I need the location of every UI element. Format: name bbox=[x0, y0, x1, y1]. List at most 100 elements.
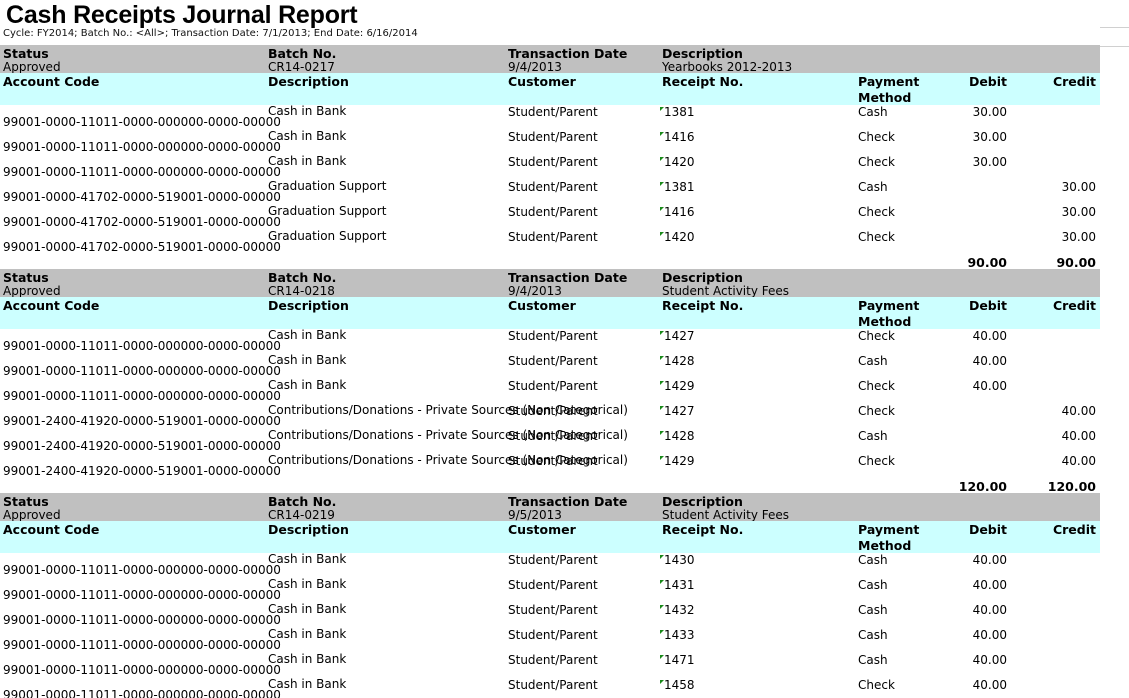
receipt-number: 1429 bbox=[664, 454, 695, 468]
line-description: Cash in Bank bbox=[268, 627, 347, 641]
receipt-number: 1427 bbox=[664, 329, 695, 343]
total-debit: 120.00 bbox=[958, 479, 1007, 494]
receipt-link[interactable]: 1433 bbox=[660, 628, 695, 642]
payment-method: Cash bbox=[858, 180, 888, 194]
description-label: Description bbox=[662, 46, 743, 61]
receipt-link[interactable]: 1416 bbox=[660, 130, 695, 144]
receipt-link[interactable]: 1381 bbox=[660, 105, 695, 119]
receipt-no[interactable]: 1420 bbox=[660, 155, 695, 169]
comment-flag-icon bbox=[660, 431, 664, 435]
receipt-link[interactable]: 1428 bbox=[660, 354, 695, 368]
line-description: Cash in Bank bbox=[268, 577, 347, 591]
description-label: Description bbox=[662, 270, 743, 285]
account-code: 99001-0000-11011-0000-000000-0000-00000 bbox=[3, 638, 281, 652]
account-code: 99001-0000-11011-0000-000000-0000-00000 bbox=[3, 389, 281, 403]
line-description: Cash in Bank bbox=[268, 328, 347, 342]
table-row: 99001-2400-41920-0000-519001-0000-00000 … bbox=[0, 404, 1100, 429]
receipt-number: 1429 bbox=[664, 379, 695, 393]
payment-method: Check bbox=[858, 230, 895, 244]
column-header-row: Account Code Description Customer Receip… bbox=[0, 521, 1100, 553]
col-payment-method: Payment Method bbox=[858, 522, 919, 554]
receipt-link[interactable]: 1431 bbox=[660, 578, 695, 592]
receipt-no[interactable]: 1427 bbox=[660, 329, 695, 343]
batch-header: Status Approved Batch No. CR14-0218 Tran… bbox=[0, 269, 1100, 298]
col-payment-method-line2: Method bbox=[858, 538, 912, 553]
account-code: 99001-0000-11011-0000-000000-0000-00000 bbox=[3, 364, 281, 378]
receipt-no[interactable]: 1458 bbox=[660, 678, 695, 692]
account-code: 99001-0000-11011-0000-000000-0000-00000 bbox=[3, 339, 281, 353]
receipt-no[interactable]: 1471 bbox=[660, 653, 695, 667]
receipt-no[interactable]: 1420 bbox=[660, 230, 695, 244]
batch-no-value: CR14-0219 bbox=[268, 508, 335, 522]
receipt-link[interactable]: 1458 bbox=[660, 678, 695, 692]
receipt-link[interactable]: 1430 bbox=[660, 553, 695, 567]
receipt-number: 1431 bbox=[664, 578, 695, 592]
col-payment-method-line1: Payment bbox=[858, 74, 920, 89]
account-code: 99001-0000-11011-0000-000000-0000-00000 bbox=[3, 588, 281, 602]
batch-no-value: CR14-0217 bbox=[268, 60, 335, 74]
receipt-no[interactable]: 1416 bbox=[660, 130, 695, 144]
transaction-date-label: Transaction Date bbox=[508, 494, 628, 509]
customer: Student/Parent bbox=[508, 205, 598, 219]
receipt-no[interactable]: 1432 bbox=[660, 603, 695, 617]
transaction-date-value: 9/4/2013 bbox=[508, 60, 562, 74]
receipt-no[interactable]: 1433 bbox=[660, 628, 695, 642]
comment-flag-icon bbox=[660, 132, 664, 136]
line-description: Graduation Support bbox=[268, 179, 387, 193]
receipt-no[interactable]: 1429 bbox=[660, 379, 695, 393]
credit-amount: 40.00 bbox=[1061, 454, 1096, 468]
receipt-link[interactable]: 1429 bbox=[660, 379, 695, 393]
divider bbox=[1100, 27, 1129, 28]
col-debit: Debit bbox=[968, 522, 1007, 537]
receipt-link[interactable]: 1428 bbox=[660, 429, 695, 443]
status-label: Status bbox=[3, 46, 49, 61]
batch-header: Status Approved Batch No. CR14-0219 Tran… bbox=[0, 493, 1100, 522]
receipt-link[interactable]: 1471 bbox=[660, 653, 695, 667]
line-description: Cash in Bank bbox=[268, 552, 347, 566]
transaction-date-label: Transaction Date bbox=[508, 46, 628, 61]
receipt-no[interactable]: 1431 bbox=[660, 578, 695, 592]
receipt-number: 1432 bbox=[664, 603, 695, 617]
account-code: 99001-0000-11011-0000-000000-0000-00000 bbox=[3, 140, 281, 154]
customer: Student/Parent bbox=[508, 553, 598, 567]
receipt-number: 1416 bbox=[664, 130, 695, 144]
receipt-number: 1420 bbox=[664, 230, 695, 244]
account-code: 99001-0000-41702-0000-519001-0000-00000 bbox=[3, 215, 281, 229]
payment-method: Check bbox=[858, 454, 895, 468]
receipt-link[interactable]: 1427 bbox=[660, 329, 695, 343]
receipt-no[interactable]: 1427 bbox=[660, 404, 695, 418]
batch-no-value: CR14-0218 bbox=[268, 284, 335, 298]
col-debit: Debit bbox=[968, 298, 1007, 313]
payment-method: Cash bbox=[858, 429, 888, 443]
receipt-no[interactable]: 1381 bbox=[660, 105, 695, 119]
account-code: 99001-0000-11011-0000-000000-0000-00000 bbox=[3, 563, 281, 577]
receipt-link[interactable]: 1420 bbox=[660, 230, 695, 244]
customer: Student/Parent bbox=[508, 180, 598, 194]
debit-amount: 30.00 bbox=[972, 155, 1007, 169]
comment-flag-icon bbox=[660, 107, 664, 111]
payment-method: Check bbox=[858, 205, 895, 219]
receipt-no[interactable]: 1428 bbox=[660, 354, 695, 368]
receipt-link[interactable]: 1381 bbox=[660, 180, 695, 194]
receipt-no[interactable]: 1430 bbox=[660, 553, 695, 567]
debit-amount: 40.00 bbox=[972, 553, 1007, 567]
description-value: Yearbooks 2012-2013 bbox=[662, 60, 793, 74]
comment-flag-icon bbox=[660, 580, 664, 584]
customer: Student/Parent bbox=[508, 578, 598, 592]
column-header-row: Account Code Description Customer Receip… bbox=[0, 297, 1100, 329]
receipt-link[interactable]: 1416 bbox=[660, 205, 695, 219]
receipt-no[interactable]: 1416 bbox=[660, 205, 695, 219]
receipt-link[interactable]: 1427 bbox=[660, 404, 695, 418]
account-code: 99001-2400-41920-0000-519001-0000-00000 bbox=[3, 414, 281, 428]
receipt-link[interactable]: 1432 bbox=[660, 603, 695, 617]
table-row: 99001-2400-41920-0000-519001-0000-00000 … bbox=[0, 429, 1100, 454]
account-code: 99001-0000-11011-0000-000000-0000-00000 bbox=[3, 613, 281, 627]
receipt-link[interactable]: 1429 bbox=[660, 454, 695, 468]
receipt-link[interactable]: 1420 bbox=[660, 155, 695, 169]
transaction-date-value: 9/5/2013 bbox=[508, 508, 562, 522]
col-credit: Credit bbox=[1052, 298, 1096, 313]
col-customer: Customer bbox=[508, 74, 576, 89]
receipt-no[interactable]: 1429 bbox=[660, 454, 695, 468]
receipt-no[interactable]: 1381 bbox=[660, 180, 695, 194]
receipt-no[interactable]: 1428 bbox=[660, 429, 695, 443]
